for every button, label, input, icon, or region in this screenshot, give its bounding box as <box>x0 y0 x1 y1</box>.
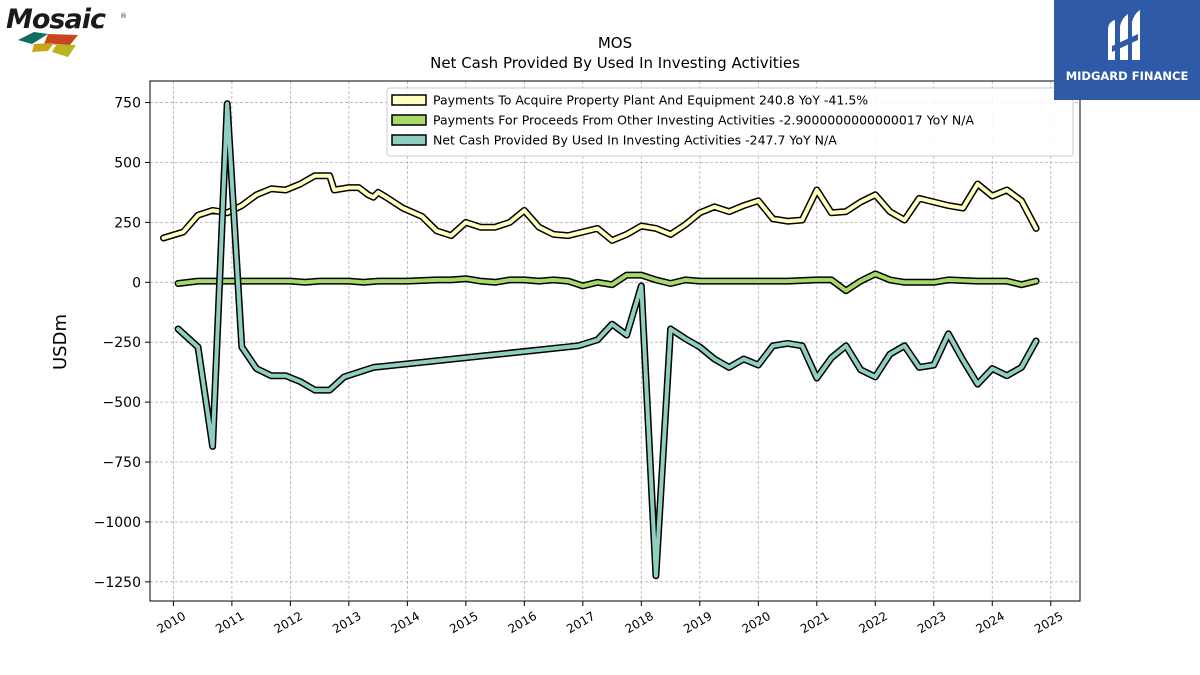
legend-entry: Net Cash Provided By Used In Investing A… <box>433 133 837 148</box>
series-3 <box>174 100 1040 580</box>
y-tick-label: −1000 <box>94 515 141 531</box>
y-tick-label: −500 <box>103 395 141 411</box>
legend-box <box>386 87 1074 157</box>
x-tick-label: 2020 <box>740 609 773 636</box>
x-tick-label: 2018 <box>623 609 656 636</box>
x-tick-label: 2023 <box>915 609 948 636</box>
y-tick-label: 750 <box>114 96 141 112</box>
grid-lines <box>150 81 1080 601</box>
x-tick-label: 2022 <box>857 609 890 636</box>
x-tick-label: 2010 <box>155 609 188 636</box>
series-line-outline <box>174 100 1040 580</box>
y-tick-label: 0 <box>132 275 141 291</box>
chart-title: MOS <box>598 34 632 52</box>
y-tick-label: 500 <box>114 155 141 171</box>
mosaic-logo-reg-mark: ® <box>120 12 127 20</box>
x-tick-label: 2016 <box>506 609 539 636</box>
plot-frame <box>149 80 1081 602</box>
midgard-finance-logo: MIDGARD FINANCE <box>1054 0 1200 100</box>
y-tick-label: 250 <box>114 215 141 231</box>
mosaic-logo-text: Mosaic <box>6 4 106 35</box>
y-axis-label: USDm <box>50 314 71 370</box>
y-tick-label: −250 <box>103 335 141 351</box>
x-tick-label: 2025 <box>1032 609 1065 636</box>
series-line <box>176 271 1039 293</box>
x-tick-label: 2012 <box>272 609 305 636</box>
mosaic-tiles-icon <box>18 32 78 57</box>
x-tick-label: 2021 <box>798 609 831 636</box>
series-2 <box>174 270 1040 295</box>
series-line <box>176 101 1039 578</box>
y-tick-label: −750 <box>103 455 141 471</box>
legend-entry: Payments To Acquire Property Plant And E… <box>433 93 868 108</box>
legend-swatch <box>391 114 427 126</box>
midgard-emblem-icon <box>1108 10 1140 60</box>
x-tick-label: 2011 <box>213 609 246 636</box>
legend: Payments To Acquire Property Plant And E… <box>386 87 1074 157</box>
series-line <box>161 173 1039 243</box>
x-tick-label: 2017 <box>564 609 597 636</box>
x-tick-label: 2013 <box>330 609 363 636</box>
x-tick-label: 2024 <box>974 609 1007 636</box>
legend-swatch <box>391 94 427 106</box>
y-tick-label: −1250 <box>94 575 141 591</box>
x-tick-label: 2019 <box>681 609 714 636</box>
mosaic-logo: Mosaic ® <box>4 4 128 62</box>
chart-subtitle: Net Cash Provided By Used In Investing A… <box>430 54 800 72</box>
legend-entry: Payments For Proceeds From Other Investi… <box>433 113 974 128</box>
legend-swatch <box>391 134 427 146</box>
series-1 <box>160 172 1040 244</box>
x-tick-label: 2014 <box>389 609 422 636</box>
x-tick-label: 2015 <box>447 609 480 636</box>
series-layer <box>160 100 1040 580</box>
midgard-finance-logo-text: MIDGARD FINANCE <box>1065 69 1189 83</box>
